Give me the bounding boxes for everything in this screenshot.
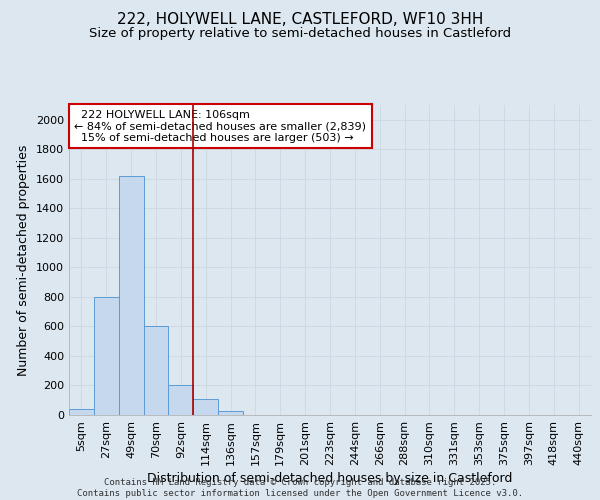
Text: Size of property relative to semi-detached houses in Castleford: Size of property relative to semi-detach… [89,28,511,40]
Bar [119,176,143,415]
Text: Contains HM Land Registry data © Crown copyright and database right 2025.
Contai: Contains HM Land Registry data © Crown c… [77,478,523,498]
Text: 222 HOLYWELL LANE: 106sqm  
← 84% of semi-detached houses are smaller (2,839)
  : 222 HOLYWELL LANE: 106sqm ← 84% of semi-… [74,110,366,143]
Bar [69,409,94,415]
Bar [94,297,119,415]
Bar [193,399,218,415]
Text: 222, HOLYWELL LANE, CASTLEFORD, WF10 3HH: 222, HOLYWELL LANE, CASTLEFORD, WF10 3HH [117,12,483,28]
Y-axis label: Number of semi-detached properties: Number of semi-detached properties [17,144,31,376]
X-axis label: Distribution of semi-detached houses by size in Castleford: Distribution of semi-detached houses by … [148,472,512,485]
Bar [218,412,243,415]
Bar [169,386,193,415]
Bar [143,326,169,415]
